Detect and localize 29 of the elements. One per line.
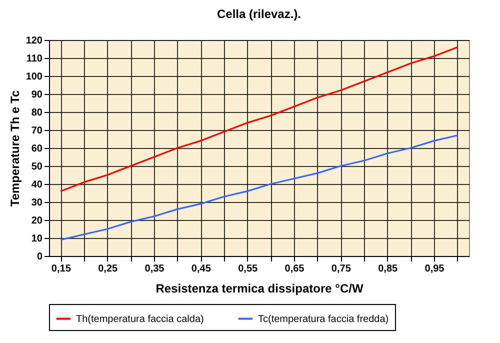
- y-tick-label: 60: [31, 144, 43, 154]
- x-tick-label: 0,25: [98, 264, 118, 274]
- x-axis-title: Resistenza termica dissipatore °C/W: [156, 282, 364, 296]
- x-tick-label: 0,75: [331, 264, 352, 274]
- x-tick-label: 0,35: [144, 264, 165, 274]
- y-tick-label: 50: [31, 162, 43, 172]
- y-tick-label: 40: [31, 180, 43, 190]
- y-tick-label: 120: [26, 36, 43, 46]
- y-axis-title: Temperature Th e Tc: [8, 90, 22, 207]
- y-tick-label: 100: [26, 72, 43, 82]
- x-tick-label: 0,95: [424, 264, 445, 274]
- y-tick-label: 70: [31, 126, 43, 136]
- y-tick-label: 30: [31, 198, 43, 208]
- y-tick-label: 80: [31, 108, 43, 118]
- x-tick-label: 0,15: [51, 264, 72, 274]
- y-tick-label: 110: [26, 54, 43, 64]
- legend-label: Th(temperatura faccia calda): [76, 314, 204, 325]
- x-tick-label: 0,85: [378, 264, 398, 274]
- y-tick-label: 10: [31, 234, 43, 244]
- x-tick-label: 0,45: [191, 264, 212, 274]
- x-tick-label: 0,65: [284, 264, 305, 274]
- line-series: [60, 134, 458, 241]
- y-tick-label: 90: [31, 90, 43, 100]
- legend-label: Tc(temperatura faccia fredda): [258, 314, 389, 325]
- x-tick-label: 0,55: [238, 264, 258, 274]
- y-tick-label: 0: [36, 252, 43, 262]
- line-series: [60, 46, 458, 192]
- y-tick-label: 20: [31, 216, 43, 226]
- chart-title: Cella (rilevaz.).: [216, 7, 302, 21]
